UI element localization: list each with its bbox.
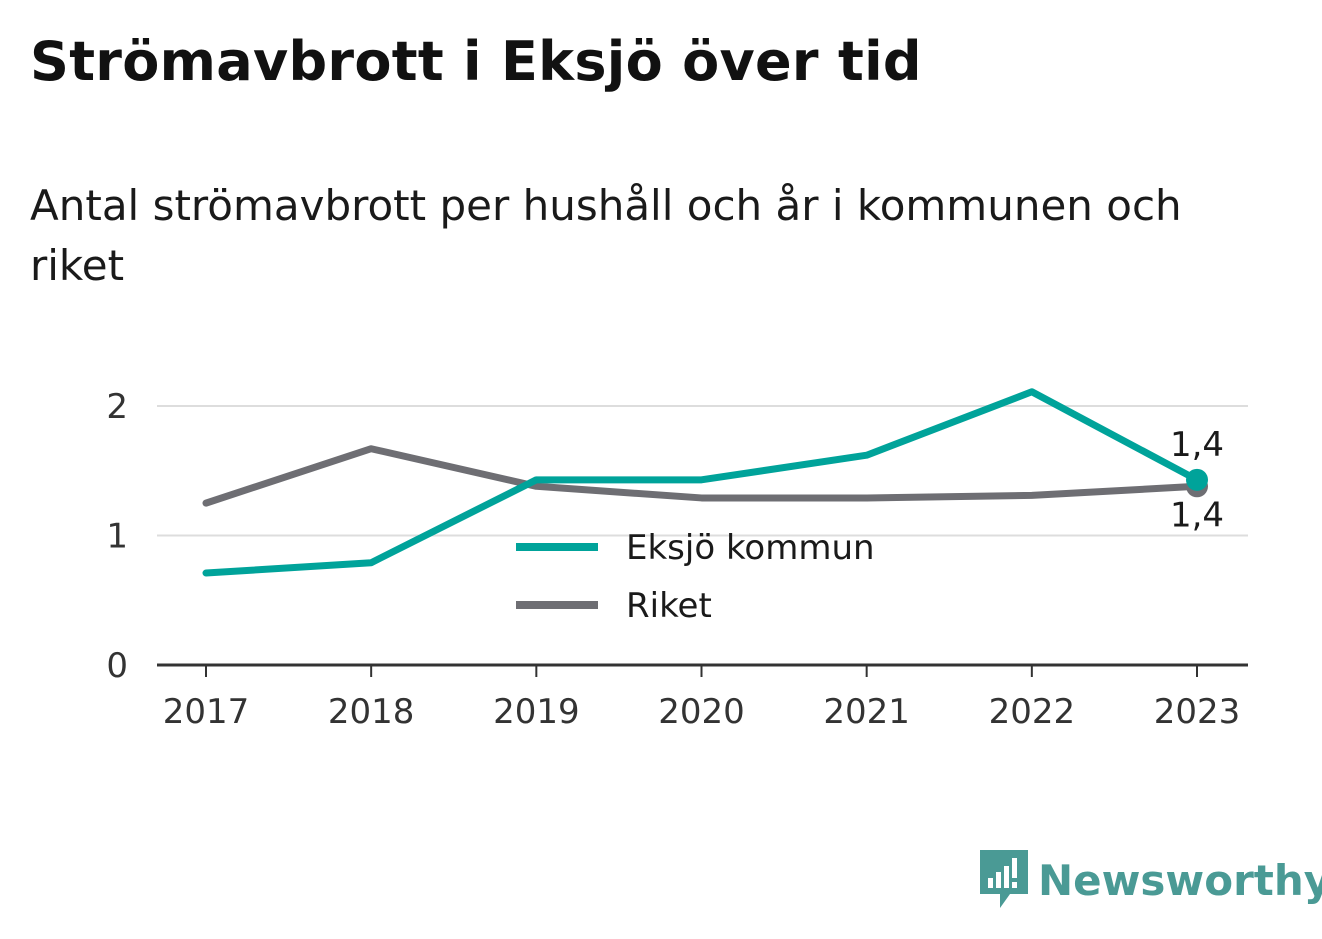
x-tick-label: 2017 bbox=[163, 692, 250, 732]
y-tick-label: 1 bbox=[106, 517, 128, 557]
chart-title: Strömavbrott i Eksjö över tid bbox=[30, 30, 922, 93]
end-value-label: 1,4 bbox=[1170, 495, 1224, 535]
x-tick-label: 2023 bbox=[1154, 692, 1241, 732]
newsworthy-logo-text: Newsworthy bbox=[1038, 855, 1322, 905]
y-tick-label: 2 bbox=[106, 387, 128, 427]
legend-label: Riket bbox=[626, 586, 712, 626]
x-tick-label: 2021 bbox=[823, 692, 910, 732]
gridlines bbox=[157, 405, 1248, 537]
newsworthy-logo: Newsworthy bbox=[980, 850, 1322, 910]
axes: 0 1 2 2017 2018 2019 2020 2021 2022 2023 bbox=[106, 387, 1248, 732]
end-value-label: 1,4 bbox=[1170, 425, 1224, 465]
x-tick-label: 2019 bbox=[493, 692, 580, 732]
legend: Eksjö kommun Riket bbox=[516, 528, 875, 626]
x-tick-label: 2022 bbox=[989, 692, 1076, 732]
y-tick-label: 0 bbox=[106, 646, 128, 686]
series-line-riket bbox=[202, 445, 1201, 507]
series bbox=[202, 388, 1208, 577]
end-point-eksjö-kommun bbox=[1186, 468, 1208, 491]
end-labels: 1,4 1,4 bbox=[1167, 422, 1227, 538]
x-tick-label: 2018 bbox=[328, 692, 415, 732]
series-line-eksjö-kommun bbox=[202, 388, 1201, 577]
x-tick-label: 2020 bbox=[658, 692, 745, 732]
legend-label: Eksjö kommun bbox=[626, 528, 875, 568]
newsworthy-logo-icon bbox=[980, 850, 1028, 908]
chart-subtitle: Antal strömavbrott per hushåll och år i … bbox=[30, 181, 1182, 290]
